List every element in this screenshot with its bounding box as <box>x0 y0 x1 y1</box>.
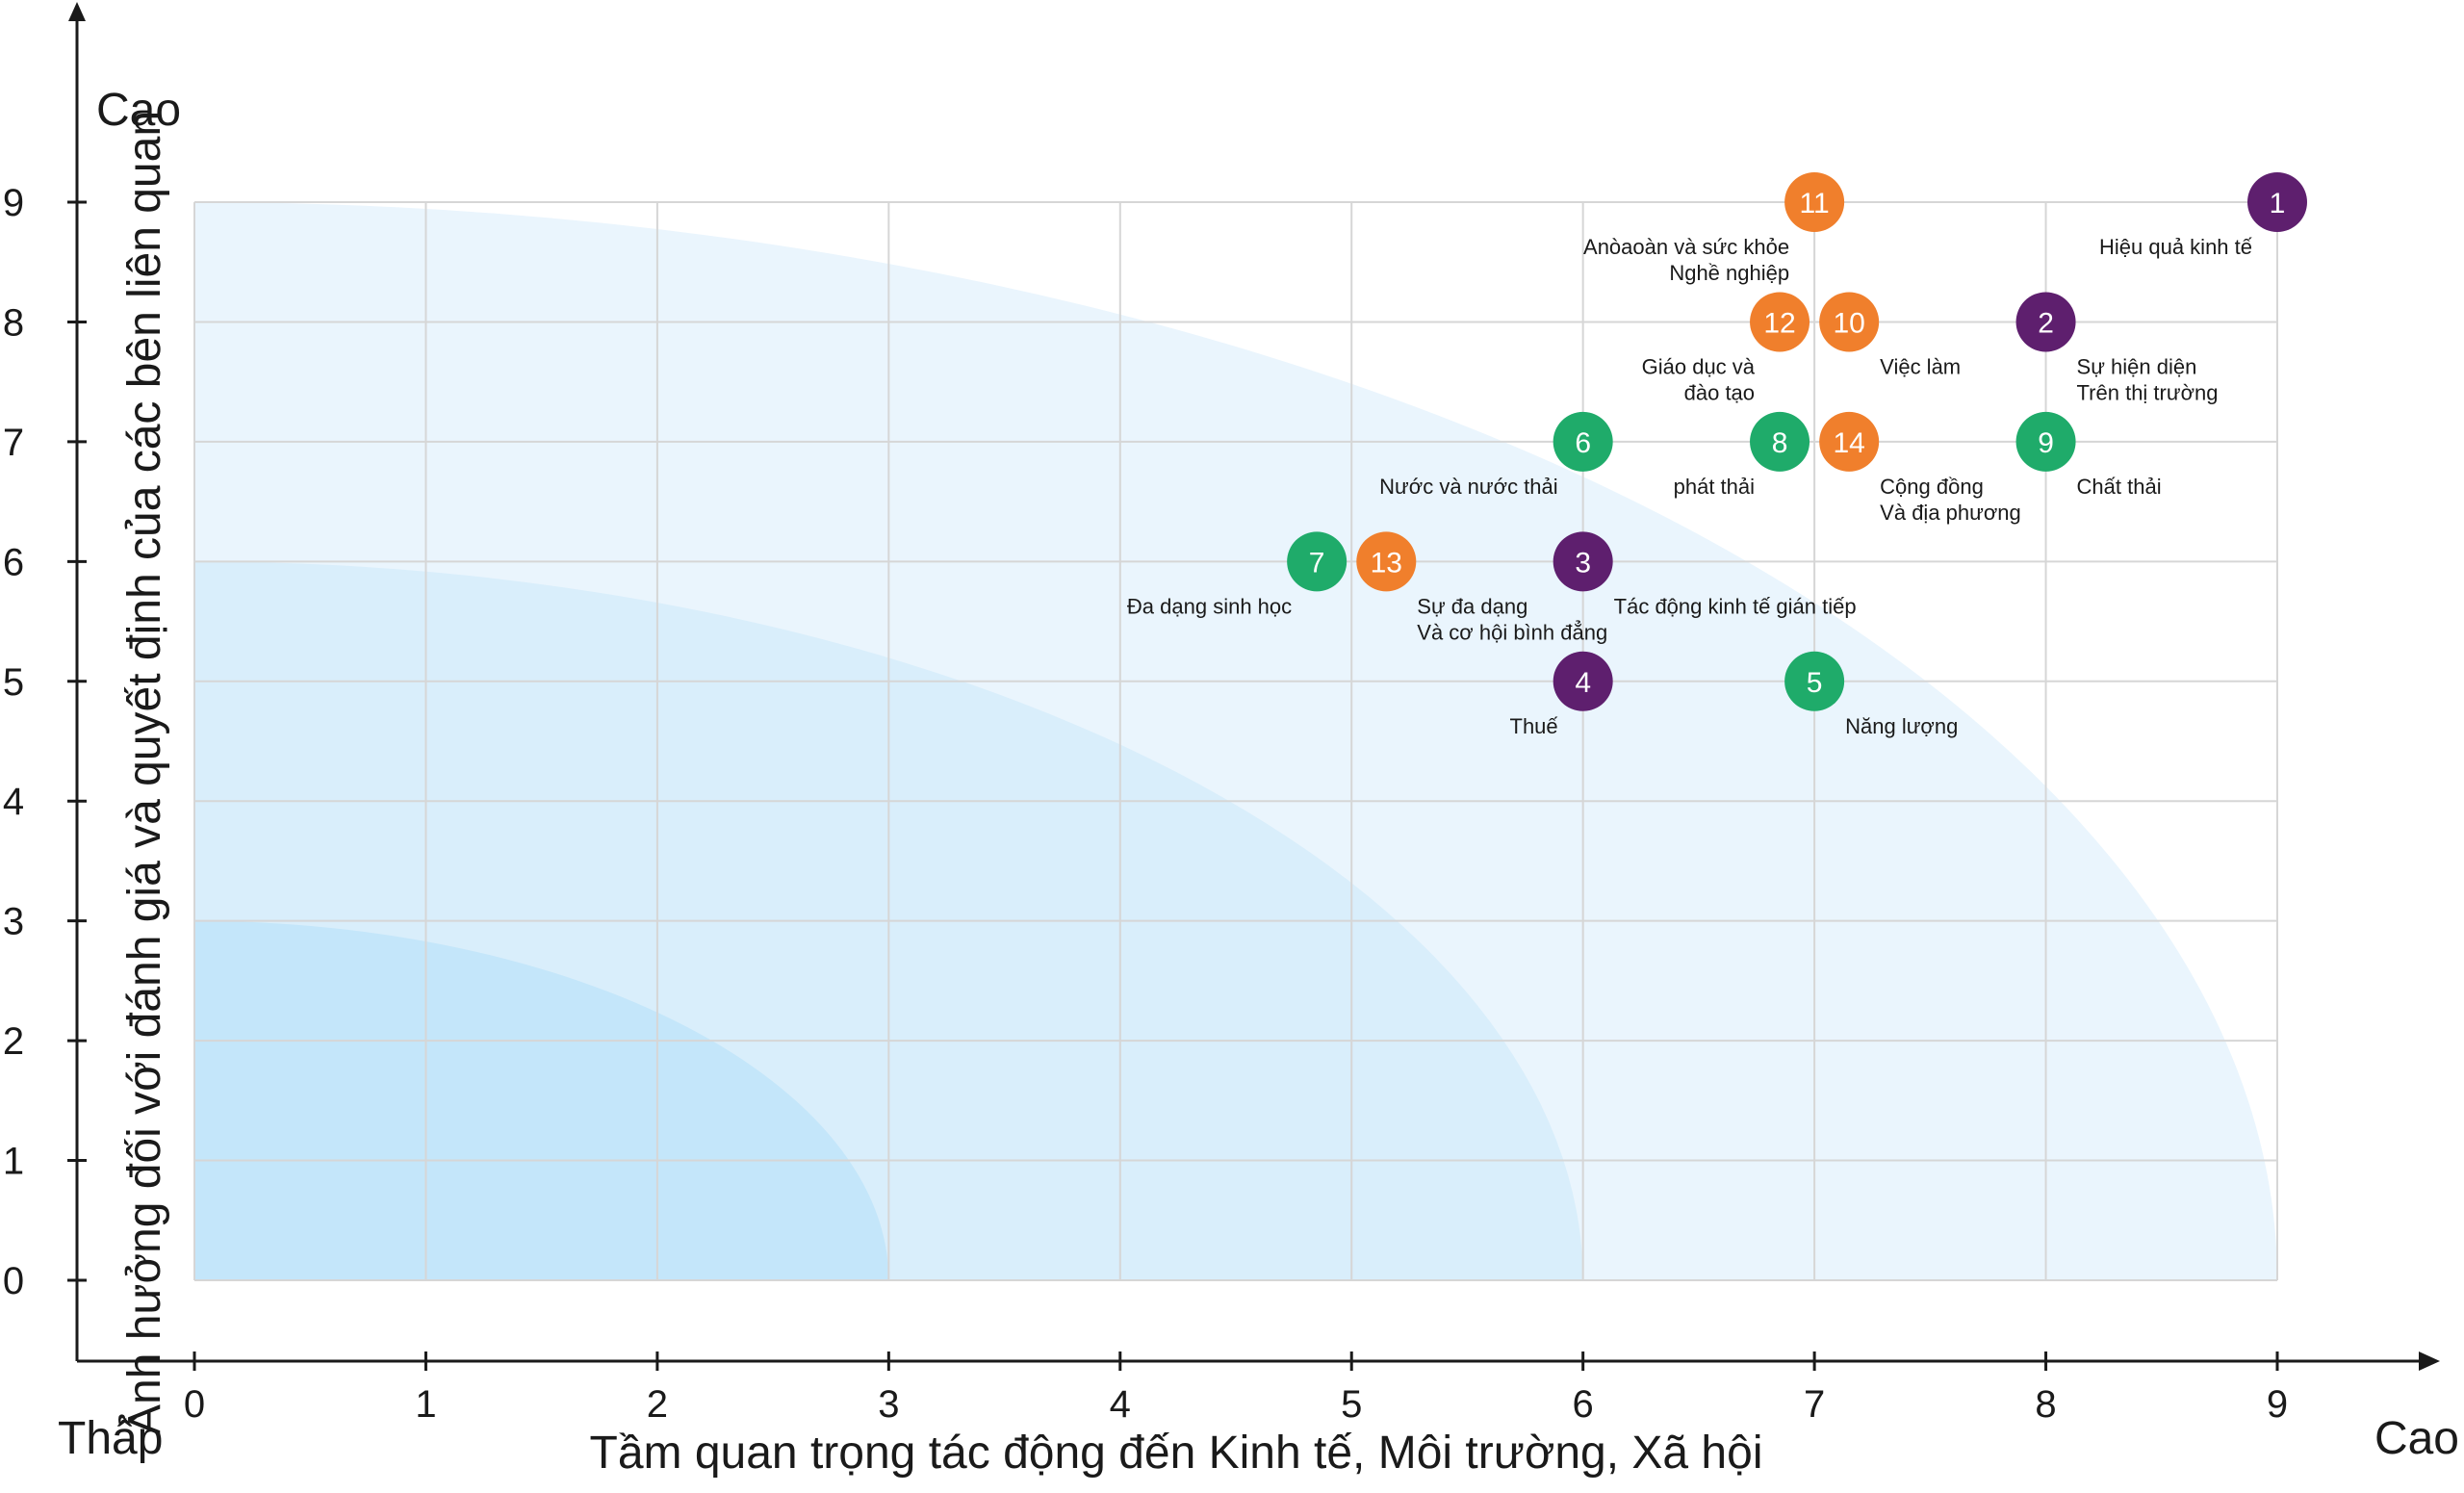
point-7-number: 7 <box>1309 547 1325 579</box>
point-1-number: 1 <box>2270 188 2286 219</box>
x-axis-title: Tầm quan trọng tác động đến Kinh tế, Môi… <box>590 1428 1763 1479</box>
point-9-marker <box>2015 411 2076 472</box>
point-14-label: Cộng đồng <box>1880 475 1984 499</box>
point-12-marker <box>1750 292 1810 352</box>
point-7-marker <box>1287 531 1348 592</box>
x-tick-label: 9 <box>2267 1383 2288 1426</box>
x-tick-label: 5 <box>1341 1383 1362 1426</box>
point-11-number: 11 <box>1800 188 1830 219</box>
point-4-marker <box>1553 651 1613 711</box>
point-6-number: 6 <box>1575 427 1591 459</box>
point-11-label: Anòaoàn và sức khỏe <box>1583 235 1789 259</box>
point-13-label: Sự đa dạng <box>1417 594 1527 618</box>
point-8-label: phát thải <box>1674 475 1755 499</box>
y-axis-high-label: Cao <box>96 85 181 136</box>
point-9-label: Chất thải <box>2077 475 2162 499</box>
point-6-label: Nước và nước thải <box>1379 475 1557 499</box>
point-8-marker <box>1750 411 1810 472</box>
x-tick-label: 6 <box>1573 1383 1594 1426</box>
point-13-number: 13 <box>1371 547 1402 579</box>
x-tick-label: 7 <box>1804 1383 1825 1426</box>
point-5-marker <box>1784 651 1845 711</box>
y-tick-label: 8 <box>3 301 24 344</box>
point-11-marker <box>1784 172 1845 232</box>
point-8-number: 8 <box>1772 427 1788 459</box>
y-axis-arrow-icon <box>68 2 86 21</box>
point-14-label: Và địa phương <box>1880 501 2021 525</box>
y-tick-label: 9 <box>3 182 24 224</box>
point-13-label: Và cơ hội bình đẳng <box>1417 620 1607 644</box>
point-10-label: Việc làm <box>1880 354 1961 378</box>
point-1-marker <box>2247 172 2307 232</box>
y-tick-label: 7 <box>3 422 24 464</box>
x-axis-arrow-icon <box>2419 1351 2440 1371</box>
point-4-label: Thuế <box>1510 714 1558 738</box>
point-2-number: 2 <box>2038 307 2054 339</box>
point-2-label: Sự hiện diện <box>2077 354 2197 378</box>
x-tick-label: 3 <box>878 1383 899 1426</box>
point-12-label: Giáo dục và <box>1642 354 1756 378</box>
point-2-marker <box>2015 292 2076 352</box>
point-11-label: Nghề nghiệp <box>1669 261 1789 285</box>
y-tick-label: 4 <box>3 781 24 823</box>
y-tick-label: 1 <box>3 1141 24 1183</box>
x-tick-label: 2 <box>647 1383 668 1426</box>
x-tick-label: 8 <box>2035 1383 2056 1426</box>
point-3-label: Tác động kinh tế gián tiếp <box>1614 594 1857 618</box>
point-3-marker <box>1553 531 1613 592</box>
point-14-number: 14 <box>1833 427 1864 459</box>
point-12-number: 12 <box>1763 307 1795 339</box>
point-14-marker <box>1819 411 1880 472</box>
x-axis-low-label: Thấp <box>58 1413 163 1464</box>
y-tick-label: 0 <box>3 1260 24 1302</box>
point-4-number: 4 <box>1575 667 1591 699</box>
y-tick-label: 6 <box>3 541 24 583</box>
point-10-marker <box>1819 292 1880 352</box>
point-1-label: Hiệu quả kinh tế <box>2099 235 2252 259</box>
y-tick-label: 3 <box>3 901 24 943</box>
x-tick-label: 4 <box>1110 1383 1131 1426</box>
x-tick-label: 1 <box>415 1383 436 1426</box>
point-3-number: 3 <box>1575 547 1591 579</box>
point-5-label: Năng lượng <box>1845 714 1958 738</box>
x-axis-high-label: Cao <box>2374 1413 2459 1464</box>
point-10-number: 10 <box>1833 307 1864 339</box>
point-6-marker <box>1553 411 1613 472</box>
point-12-label: đào tạo <box>1684 380 1755 404</box>
point-13-marker <box>1356 531 1417 592</box>
point-2-label: Trên thị trường <box>2077 380 2219 404</box>
priority-zones <box>194 202 2277 1280</box>
y-tick-label: 5 <box>3 661 24 704</box>
grid-lines <box>193 201 2278 1281</box>
point-5-number: 5 <box>1807 667 1823 699</box>
point-9-number: 9 <box>2038 427 2054 459</box>
y-tick-label: 2 <box>3 1020 24 1063</box>
axes <box>67 2 2440 1371</box>
y-axis-title: Ảnh hưởng đối với đánh giá và quyết định… <box>117 111 170 1435</box>
x-tick-label: 0 <box>184 1383 205 1426</box>
point-7-label: Đa dạng sinh học <box>1127 594 1292 618</box>
zone-radius-3 <box>194 920 889 1280</box>
